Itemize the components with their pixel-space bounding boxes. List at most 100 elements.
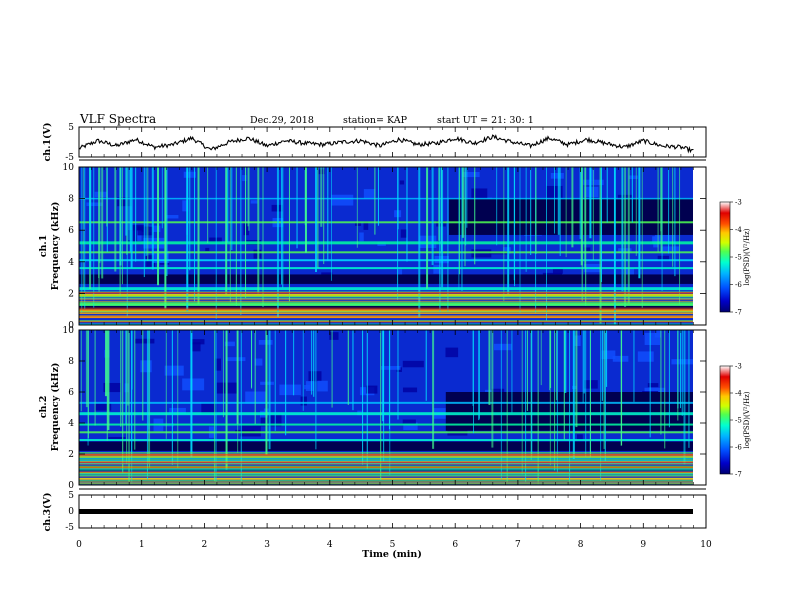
spectrogram-impulse <box>313 330 315 397</box>
spectrogram-band <box>79 309 693 312</box>
spectrogram-lowfreq-line <box>79 462 693 464</box>
spectrogram-band <box>79 439 693 442</box>
spectrogram-impulse <box>513 167 515 281</box>
spectrogram-impulse <box>129 167 131 252</box>
ch1-spectrogram-image <box>79 167 693 325</box>
spectrogram-lowfreq-line <box>79 473 693 475</box>
spectrogram-impulse <box>381 330 384 422</box>
spectrogram-impulse <box>377 167 379 226</box>
spectrogram-texture <box>164 365 184 376</box>
spectrogram-impulse <box>627 167 630 304</box>
spectrogram-lowfreq-line <box>79 292 693 294</box>
spectrogram-impulse <box>146 330 148 480</box>
spectrogram-lowfreq-line <box>79 311 693 313</box>
spectrogram-texture <box>397 269 403 280</box>
spectrogram-impulse <box>323 167 325 265</box>
spectrogram-impulse <box>474 167 476 265</box>
spectrogram-impulse <box>227 167 229 243</box>
spectrogram-impulse <box>624 167 627 307</box>
ch3-ytick-top: 5 <box>68 491 74 501</box>
spectrogram-impulse <box>582 330 584 404</box>
spectrogram-impulse <box>186 167 188 235</box>
spectrogram-impulse <box>101 167 104 279</box>
spectrogram-lowfreq-line <box>79 452 693 454</box>
spectrogram-lowfreq-line <box>79 303 693 305</box>
spectrogram-impulse <box>93 167 95 308</box>
spectrogram-impulse <box>197 167 200 305</box>
spectrogram-ytick-label: 0 <box>68 481 74 491</box>
spectrogram-impulse <box>125 330 127 425</box>
spectrogram-impulse <box>235 167 237 306</box>
spectrogram-impulse <box>247 167 249 227</box>
spectrogram-dark-band <box>448 198 693 235</box>
spectrogram-impulse <box>589 167 592 239</box>
spectrogram-texture <box>359 232 364 242</box>
spectrogram-lowfreq-line <box>79 323 693 325</box>
spectrogram-ytick-label: 10 <box>63 326 75 336</box>
x-tick-label: 6 <box>452 540 458 550</box>
ch1-spectrogram-yticks: 0 2 4 6 8 10 <box>63 163 75 331</box>
spectrogram-impulse <box>302 330 304 411</box>
spectrogram-band <box>79 241 693 245</box>
ch3-waveform-ylabel: ch.3(V) <box>42 493 53 532</box>
spectrogram-texture <box>254 358 263 366</box>
ch3-ytick-mid: 0 <box>68 507 74 517</box>
spectrogram-impulse <box>556 330 558 401</box>
spectrogram-impulse <box>119 167 121 297</box>
spectrogram-impulse <box>135 167 137 262</box>
spectrogram-impulse <box>546 167 548 321</box>
spectrogram-lowfreq-line <box>79 459 693 461</box>
spectrogram-impulse <box>114 167 117 272</box>
spectrogram-ytick-label: 4 <box>68 419 74 429</box>
spectrogram-impulse <box>171 330 173 465</box>
spectrogram-impulse <box>311 330 313 395</box>
spectrogram-impulse <box>641 167 643 308</box>
spectrogram-texture <box>436 220 446 227</box>
spectrogram-lowfreq-line <box>79 455 693 457</box>
spectrogram-impulse <box>590 330 592 457</box>
spectrogram-texture <box>165 215 179 219</box>
spectrogram-lowfreq-line <box>79 480 693 482</box>
spectrogram-impulse <box>554 167 556 234</box>
spectrogram-impulse <box>245 167 247 298</box>
x-tick-label: 0 <box>76 540 82 550</box>
spectrogram-ytick-label: 4 <box>68 258 74 268</box>
colorbar-tick-label: -3 <box>735 199 742 207</box>
spectrogram-impulse <box>121 167 123 285</box>
spectrogram-impulse <box>604 330 606 462</box>
spectrogram-impulse <box>397 167 399 230</box>
spectrogram-texture <box>182 378 205 391</box>
spectrogram-impulse <box>134 330 136 450</box>
spectrogram-impulse <box>120 330 122 427</box>
spectrogram-lowfreq-line <box>79 467 693 469</box>
spectrogram-impulse <box>94 330 96 426</box>
spectrogram-impulse <box>519 167 521 313</box>
spectrogram-impulse <box>122 330 124 474</box>
spectrogram-band <box>79 287 693 291</box>
spectrogram-impulse <box>194 167 196 302</box>
spectrogram-impulse <box>432 330 435 449</box>
spectrogram-impulse <box>535 167 537 254</box>
spectrogram-lowfreq-line <box>79 308 693 310</box>
spectrogram-lowfreq-line <box>79 469 693 471</box>
spectrogram-texture <box>182 200 189 212</box>
spectrogram-impulse <box>657 167 659 253</box>
figure-title: VLF Spectra <box>79 112 156 126</box>
spectrogram-texture <box>304 385 310 390</box>
spectrogram-texture <box>552 268 563 274</box>
spectrogram-impulse <box>265 330 268 455</box>
ch1-frequency-ylabel: Frequency (kHz) <box>50 202 61 291</box>
colorbar-ticks: -3 -4 -5 -6 -7 -3 -4 -5 -6 -7 <box>730 199 742 479</box>
spectrogram-impulse <box>500 330 502 480</box>
spectrogram-texture <box>574 335 581 347</box>
spectrogram-impulse <box>672 167 674 267</box>
spectrogram-impulse <box>554 330 556 471</box>
spectrogram-impulse <box>352 330 354 411</box>
spectrogram-lowfreq-line <box>79 482 693 484</box>
spectrogram-texture <box>243 223 249 236</box>
spectrogram-texture <box>363 221 369 230</box>
spectrogram-band <box>79 412 693 416</box>
spectrogram-impulse <box>406 167 408 262</box>
spectrogram-lowfreq-line <box>79 298 693 300</box>
spectrogram-texture <box>140 360 152 373</box>
